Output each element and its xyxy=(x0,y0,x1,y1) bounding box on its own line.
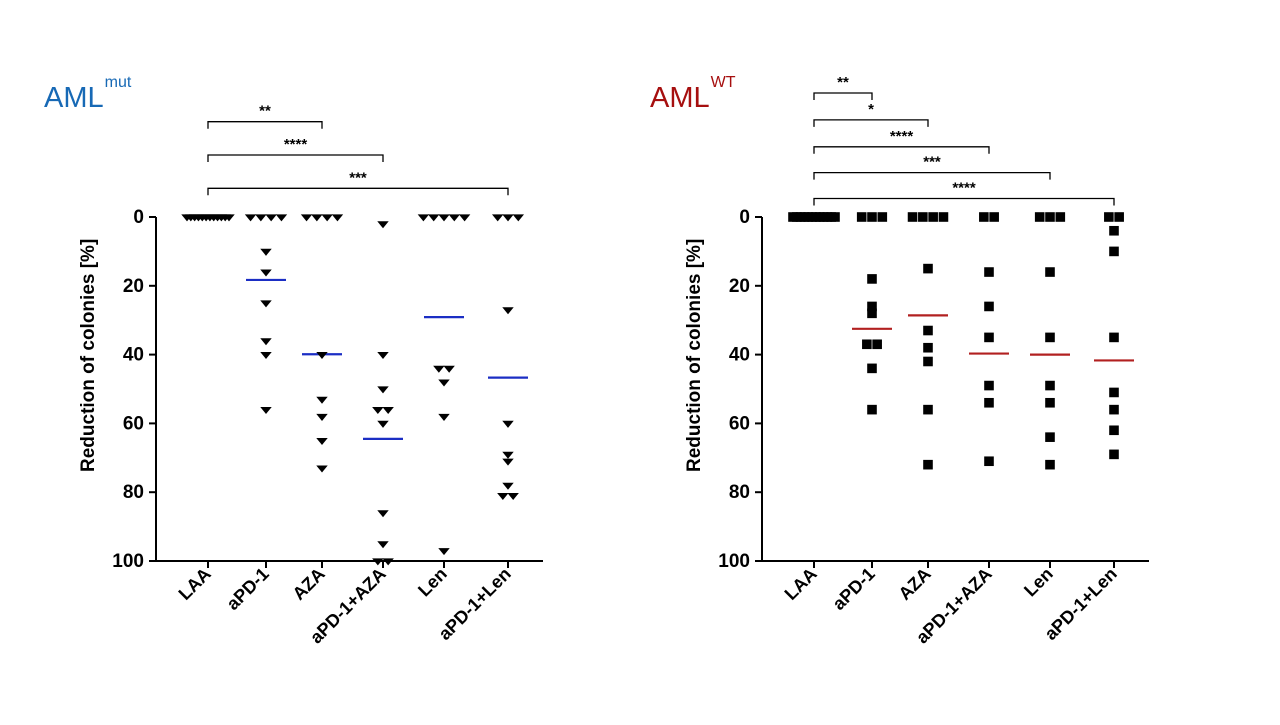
svg-text:80: 80 xyxy=(123,482,144,503)
svg-text:***: *** xyxy=(349,169,367,186)
svg-text:20: 20 xyxy=(123,276,144,297)
svg-text:40: 40 xyxy=(123,345,144,366)
svg-text:80: 80 xyxy=(729,482,750,503)
svg-text:20: 20 xyxy=(729,276,750,297)
svg-text:0: 0 xyxy=(739,207,750,228)
svg-text:0: 0 xyxy=(133,207,144,228)
svg-text:**: ** xyxy=(259,103,271,120)
svg-text:****: **** xyxy=(284,136,308,153)
svg-text:**: ** xyxy=(837,74,849,91)
svg-text:100: 100 xyxy=(718,551,750,572)
svg-text:60: 60 xyxy=(729,413,750,434)
svg-text:*: * xyxy=(868,101,874,118)
svg-text:****: **** xyxy=(890,128,914,145)
svg-text:100: 100 xyxy=(112,551,144,572)
svg-text:****: **** xyxy=(952,180,976,197)
svg-text:40: 40 xyxy=(729,345,750,366)
svg-text:***: *** xyxy=(923,154,941,171)
svg-text:60: 60 xyxy=(123,413,144,434)
